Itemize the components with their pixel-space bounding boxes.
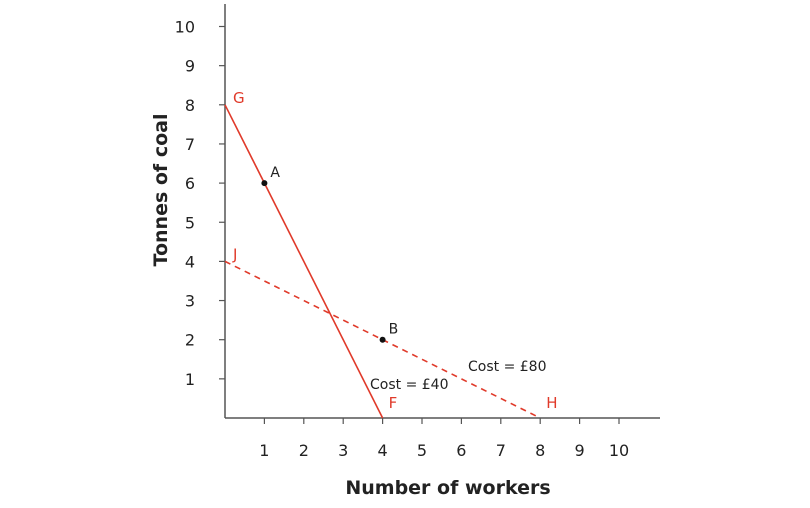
line-start-label: J — [232, 245, 237, 263]
y-axis-label: Tonnes of coal — [150, 114, 172, 267]
y-tick-label: 9 — [185, 57, 195, 76]
x-tick-label: 5 — [417, 441, 427, 460]
y-tick-label: 5 — [185, 213, 195, 232]
axes — [224, 4, 660, 419]
x-tick-label: 2 — [299, 441, 309, 460]
series-line-1 — [224, 104, 384, 419]
x-tick-label: 3 — [338, 441, 348, 460]
series-label: Cost = £80 — [468, 359, 546, 375]
x-axis-label: Number of workers — [345, 477, 550, 499]
point-label: A — [270, 165, 280, 181]
x-tick-label: 9 — [575, 441, 585, 460]
y-tick-label: 4 — [185, 252, 195, 271]
series-label: Cost = £40 — [370, 377, 448, 393]
line-start-label: G — [233, 89, 245, 107]
x-tick-label: 4 — [378, 441, 388, 460]
data-point — [261, 180, 268, 187]
x-tick-label: 7 — [496, 441, 506, 460]
y-tick-label: 7 — [185, 135, 195, 154]
point-label: B — [389, 322, 399, 338]
y-tick-label: 8 — [185, 96, 195, 115]
data-points: AB — [261, 165, 398, 343]
line-end-label: H — [546, 394, 557, 412]
ticks: 1 2 3 4 5 6 7 8 9 10 1 2 3 4 5 6 7 8 9 10 — [175, 18, 630, 461]
y-tick-label: 2 — [185, 331, 195, 350]
y-tick-label: 3 — [185, 292, 195, 311]
series-line-2 — [224, 260, 541, 419]
line-end-label: F — [389, 394, 398, 412]
x-tick-label: 10 — [609, 441, 629, 460]
y-tick-label: 6 — [185, 174, 195, 193]
x-tick-label: 6 — [456, 441, 466, 460]
y-tick-label: 10 — [175, 18, 195, 37]
x-tick-label: 8 — [535, 441, 545, 460]
series-lines: G F J H Cost = £40 Cost = £80 — [224, 89, 557, 419]
data-point — [379, 336, 386, 343]
y-tick-label: 1 — [185, 370, 195, 389]
x-tick-label: 1 — [259, 441, 269, 460]
